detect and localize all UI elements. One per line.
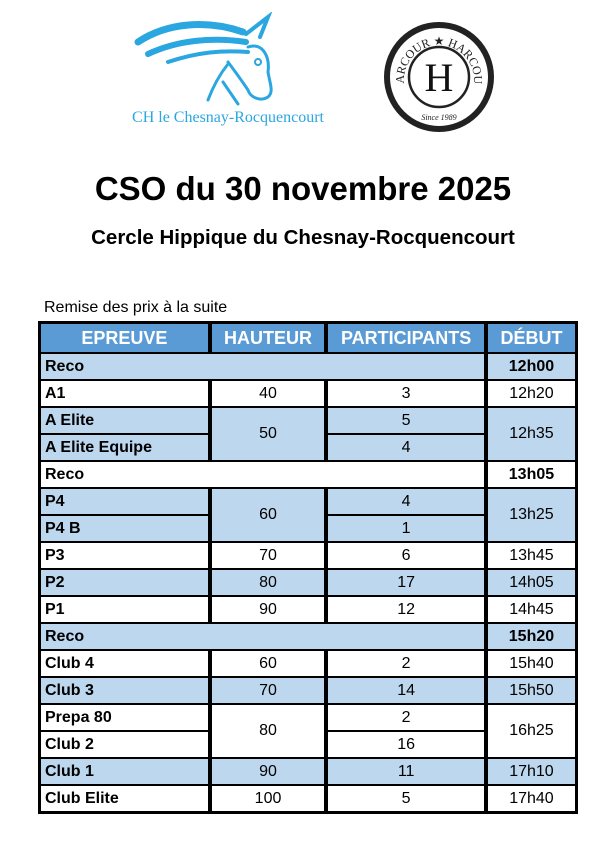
club-logo: CH le Chesnay-Rocquencourt	[128, 10, 328, 127]
hauteur-cell: 70	[207, 541, 328, 570]
epreuve-cell: Club 1	[38, 757, 211, 786]
epreuve-cell: A1	[38, 379, 211, 408]
debut-cell: 12h35	[483, 406, 578, 462]
epreuve-cell: P2	[38, 568, 211, 597]
epreuve-cell: Club 2	[38, 730, 211, 759]
table-row: P4 60 4 13h25	[38, 487, 578, 543]
debut-cell: 12h00	[483, 352, 578, 381]
participants-cell: 17	[324, 568, 487, 597]
epreuve-cell: Prepa 80	[38, 703, 211, 732]
participants-cell: 3	[324, 379, 487, 408]
epreuve-cell: Reco	[38, 622, 487, 651]
hauteur-cell: 100	[207, 784, 328, 814]
debut-cell: 16h25	[483, 703, 578, 759]
hauteur-cell: 90	[207, 595, 328, 624]
prize-note: Remise des prix à la suite	[44, 299, 228, 316]
epreuve-cell: P4	[38, 487, 211, 516]
participants-cell: 5	[324, 784, 487, 814]
hauteur-cell: 70	[207, 676, 328, 705]
table-row: Club 3 70 14 15h50	[38, 676, 578, 705]
table-row: Club 2 16	[38, 730, 577, 759]
participants-cell: 2	[324, 649, 487, 678]
svg-text:H: H	[425, 55, 454, 100]
table-row: Prepa 80 80 2 16h25	[38, 703, 578, 759]
epreuve-cell: P4 B	[38, 514, 211, 543]
hauteur-cell: 90	[207, 757, 328, 786]
debut-cell: 14h05	[483, 568, 578, 597]
epreuve-cell: P3	[38, 541, 211, 570]
debut-cell: 12h20	[483, 379, 578, 408]
table-row: Club 4 60 2 15h40	[38, 649, 578, 678]
table-row: A Elite Equipe 4	[38, 433, 577, 462]
hauteur-cell: 80	[207, 703, 328, 759]
debut-cell: 17h10	[483, 757, 578, 786]
club-name: CH le Chesnay-Rocquencourt	[132, 109, 324, 126]
debut-cell: 15h40	[483, 649, 578, 678]
participants-cell: 5	[324, 406, 487, 435]
page-title: CSO du 30 novembre 2025	[94, 170, 512, 207]
epreuve-cell: A Elite	[38, 406, 211, 435]
epreuve-cell: Club 4	[38, 649, 211, 678]
table-row: P3 70 6 13h45	[38, 541, 578, 570]
participants-cell: 4	[324, 487, 487, 516]
debut-cell: 13h05	[483, 460, 578, 489]
participants-cell: 4	[324, 433, 487, 462]
epreuve-cell: Club Elite	[38, 784, 211, 814]
debut-cell: 17h40	[483, 784, 578, 814]
reco-row: Reco 15h20	[38, 622, 578, 651]
reco-row: Reco 13h05	[38, 460, 578, 489]
harcour-seal-logo: HARCOUR ★ HARCOUR H Since 1989	[378, 9, 496, 134]
epreuve-cell: P1	[38, 595, 211, 624]
debut-cell: 13h25	[483, 487, 578, 543]
table-row: Club 1 90 11 17h10	[38, 757, 578, 786]
table-row: P1 90 12 14h45	[38, 595, 578, 624]
header-epreuve: EPREUVE	[38, 321, 211, 354]
epreuve-cell: Reco	[38, 460, 487, 489]
svg-text:Since 1989: Since 1989	[421, 113, 456, 122]
hauteur-cell: 60	[207, 487, 328, 543]
hauteur-cell: 60	[207, 649, 328, 678]
hauteur-cell: 40	[207, 379, 328, 408]
participants-cell: 12	[324, 595, 487, 624]
debut-cell: 13h45	[483, 541, 578, 570]
table-row: A1 40 3 12h20	[38, 379, 578, 408]
table-row: P4 B 1	[38, 514, 577, 543]
participants-cell: 6	[324, 541, 487, 570]
debut-cell: 15h50	[483, 676, 578, 705]
epreuve-cell: Club 3	[38, 676, 211, 705]
header-hauteur: HAUTEUR	[207, 321, 328, 354]
table-row: A Elite 50 5 12h35	[38, 406, 578, 462]
hauteur-cell: 80	[207, 568, 328, 597]
header-participants: PARTICIPANTS	[324, 321, 487, 354]
participants-cell: 16	[324, 730, 487, 759]
schedule-table: EPREUVE HAUTEUR PARTICIPANTS DÉBUT Reco 1…	[38, 321, 578, 814]
table-row: Club Elite 100 5 17h40	[38, 784, 578, 814]
table-row: P2 80 17 14h05	[38, 568, 578, 597]
participants-cell: 1	[324, 514, 487, 543]
epreuve-cell: Reco	[38, 352, 487, 381]
hauteur-cell: 50	[207, 406, 328, 462]
epreuve-cell: A Elite Equipe	[38, 433, 211, 462]
horse-head-icon	[134, 10, 273, 106]
header-debut: DÉBUT	[483, 321, 578, 354]
participants-cell: 11	[324, 757, 487, 786]
table-header-row: EPREUVE HAUTEUR PARTICIPANTS DÉBUT	[38, 321, 578, 354]
participants-cell: 2	[324, 703, 487, 732]
reco-row: Reco 12h00	[38, 352, 578, 381]
debut-cell: 15h20	[483, 622, 578, 651]
participants-cell: 14	[324, 676, 487, 705]
debut-cell: 14h45	[483, 595, 578, 624]
page-subtitle: Cercle Hippique du Chesnay-Rocquencourt	[91, 226, 515, 249]
